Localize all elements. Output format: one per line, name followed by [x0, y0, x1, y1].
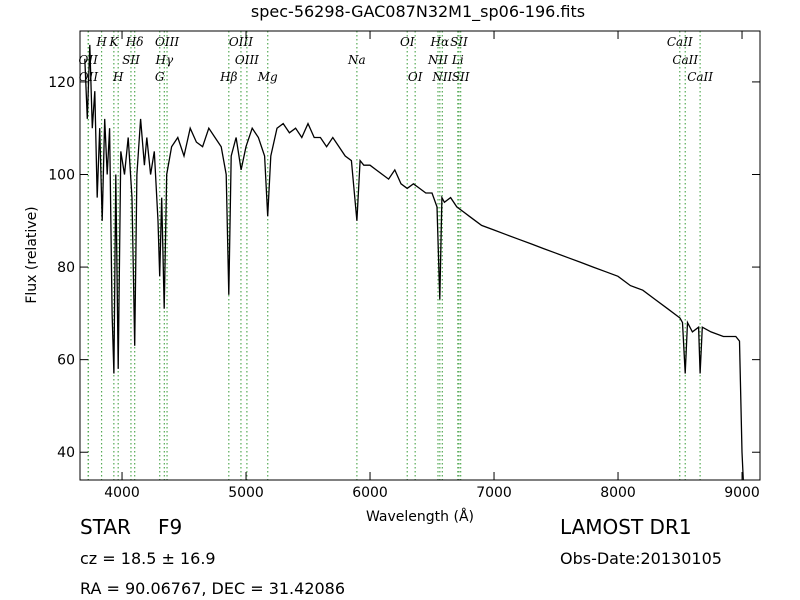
- spectral-line-label: SII: [450, 35, 468, 49]
- spectral-line-label: Mg: [257, 70, 278, 84]
- spectral-line-label: OIII: [235, 53, 259, 67]
- spectral-line-label: SII: [452, 70, 470, 84]
- y-tick-label: 100: [48, 167, 75, 183]
- spectral-line-label: Hγ: [154, 53, 173, 67]
- spectral-line-label: Li: [451, 53, 464, 67]
- y-tick-label: 40: [57, 445, 75, 461]
- spectrum-line: [84, 44, 744, 480]
- subclass: F9: [158, 515, 182, 539]
- spectral-line-label: CaII: [667, 35, 693, 49]
- spectral-line-label: OI: [400, 35, 415, 49]
- spectral-line-label: G: [155, 70, 165, 84]
- spectral-line-label: K: [108, 35, 119, 49]
- x-axis-label: Wavelength (Å): [366, 508, 474, 525]
- spectral-line-label: NII: [427, 53, 448, 67]
- survey: LAMOST DR1: [560, 515, 692, 539]
- y-tick-label: 120: [48, 75, 75, 91]
- spectral-line-label: Hβ: [219, 70, 237, 84]
- spectral-line-label: H: [112, 70, 124, 84]
- y-tick-label: 60: [57, 353, 75, 369]
- spectral-line-label: OIII: [229, 35, 253, 49]
- x-tick-label: 5000: [228, 485, 264, 501]
- x-tick-label: 8000: [600, 485, 636, 501]
- object-class: STAR: [80, 515, 131, 539]
- x-tick-label: 4000: [104, 485, 140, 501]
- y-axis-label: Flux (relative): [24, 206, 40, 303]
- spectral-line-label: OIII: [155, 35, 179, 49]
- plot-frame: [79, 30, 761, 481]
- spectral-line-label: NII: [431, 70, 452, 84]
- spectral-line-label: Hδ: [125, 35, 144, 49]
- x-tick-label: 9000: [724, 485, 760, 501]
- spectral-line-label: Na: [347, 53, 366, 67]
- x-tick-label: 7000: [476, 485, 512, 501]
- spectral-line-label: CaII: [672, 53, 698, 67]
- spectral-line-label: Hα: [430, 35, 450, 49]
- chart-title: spec-56298-GAC087N32M1_sp06-196.fits: [251, 2, 585, 22]
- spectral-line-label: H: [95, 35, 107, 49]
- coordinates: RA = 90.06767, DEC = 31.42086: [80, 579, 345, 598]
- spectral-line-label: SII: [122, 53, 140, 67]
- x-tick-label: 6000: [352, 485, 388, 501]
- y-tick-label: 80: [57, 260, 75, 276]
- obs-date: Obs-Date:20130105: [560, 549, 722, 568]
- spectral-line-label: CaII: [687, 70, 713, 84]
- spectral-line-label: OI: [408, 70, 423, 84]
- redshift: cz = 18.5 ± 16.9: [80, 549, 216, 568]
